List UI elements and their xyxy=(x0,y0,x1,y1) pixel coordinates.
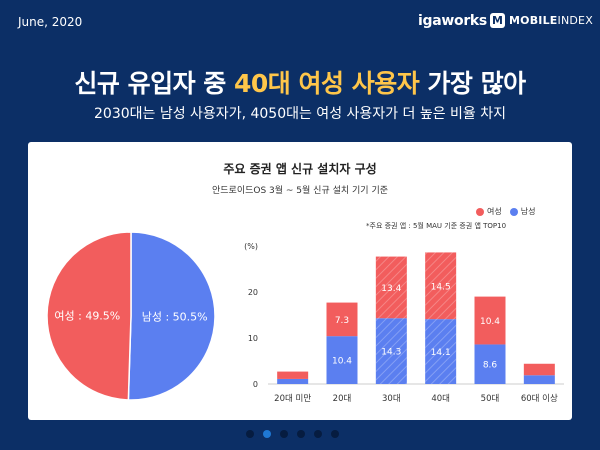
x-category-label: 60대 이상 xyxy=(521,393,558,404)
bar-male-4 xyxy=(474,344,506,384)
page-subheadline: 2030대는 남성 사용자가, 4050대는 여성 사용자가 더 높은 비율 차… xyxy=(94,106,506,122)
bar-female-value-label: 10.4 xyxy=(480,317,500,327)
headline-part2: 가장 많아 xyxy=(419,69,526,98)
pagination-dots xyxy=(246,430,339,438)
x-category-label: 30대 xyxy=(382,394,401,404)
pagination-dot[interactable] xyxy=(314,430,322,438)
bar-male-value-label: 8.6 xyxy=(483,361,498,371)
bar-highlight-hatch-3 xyxy=(425,252,457,384)
pie-label-male: 남성 : 50.5% xyxy=(142,311,208,324)
legend-female-swatch xyxy=(476,207,484,216)
pie-slice-male xyxy=(127,231,216,401)
mobileindex-word-bold: MOBILE xyxy=(509,14,558,27)
mobileindex-wordmark: MOBILEINDEX xyxy=(509,14,593,27)
mobileindex-logo: M MOBILEINDEX xyxy=(490,13,593,28)
legend-male-label: 남성 xyxy=(520,207,536,216)
report-date: June, 2020 xyxy=(18,15,83,29)
bar-female-value-label: 14.5 xyxy=(431,282,451,292)
bar-female-4 xyxy=(474,296,506,345)
page-headline: 신규 유입자 중 40대 여성 사용자 가장 많아 xyxy=(0,64,600,100)
pagination-dot[interactable] xyxy=(263,430,271,438)
y-tick-label: 10 xyxy=(248,334,258,343)
bar-male-1 xyxy=(326,336,358,384)
pagination-dot[interactable] xyxy=(331,430,339,438)
pagination-dot[interactable] xyxy=(297,430,305,438)
x-category-label: 40대 xyxy=(431,394,450,404)
mobileindex-m-icon: M xyxy=(490,13,505,28)
bar-female-1 xyxy=(326,302,358,337)
legend-female-label: 여성 xyxy=(487,207,502,216)
legend-male-swatch xyxy=(509,207,518,216)
chart-title: 주요 증권 앱 신규 설치자 구성 xyxy=(223,162,377,176)
chart-subtitle: 안드로이드OS 3월 ~ 5월 신규 설치 기기 기준 xyxy=(211,186,389,196)
bar-male-value-label: 10.4 xyxy=(332,357,352,367)
x-category-label: 20대 미만 xyxy=(274,394,311,404)
bar-female-5 xyxy=(523,363,555,376)
mobileindex-word-light: INDEX xyxy=(557,14,593,27)
y-tick-label: 20 xyxy=(248,288,258,297)
pie-slice-female xyxy=(46,231,132,401)
pagination-dot[interactable] xyxy=(246,430,254,438)
x-category-label: 50대 xyxy=(481,394,500,404)
pagination-dot[interactable] xyxy=(280,430,288,438)
bar-female-value-label: 7.3 xyxy=(335,316,349,326)
bar-female-value-label: 13.4 xyxy=(381,284,401,294)
bar-male-value-label: 14.3 xyxy=(381,348,401,358)
igaworks-logo: igaworks xyxy=(418,13,487,29)
bar-male-0 xyxy=(277,378,309,384)
chart-footnote: *주요 증권 앱 : 5월 MAU 기준 증권 앱 TOP10 xyxy=(366,222,507,230)
headline-highlight: 40대 여성 사용자 xyxy=(234,69,420,98)
top-bar: June, 2020 igaworks M MOBILEINDEX xyxy=(0,0,600,52)
y-axis-unit-label: (%) xyxy=(244,242,258,251)
bar-male-value-label: 14.1 xyxy=(431,348,451,358)
y-tick-label: 0 xyxy=(253,380,258,389)
x-category-label: 20대 xyxy=(333,394,352,404)
headline-part1: 신규 유입자 중 xyxy=(74,69,234,98)
chart-legend: 여성 남성 xyxy=(476,206,535,217)
pie-label-female: 여성 : 49.5% xyxy=(54,309,120,322)
bar-highlight-hatch-2 xyxy=(375,256,407,384)
bar-female-0 xyxy=(277,371,309,379)
bar-male-5 xyxy=(523,375,555,384)
